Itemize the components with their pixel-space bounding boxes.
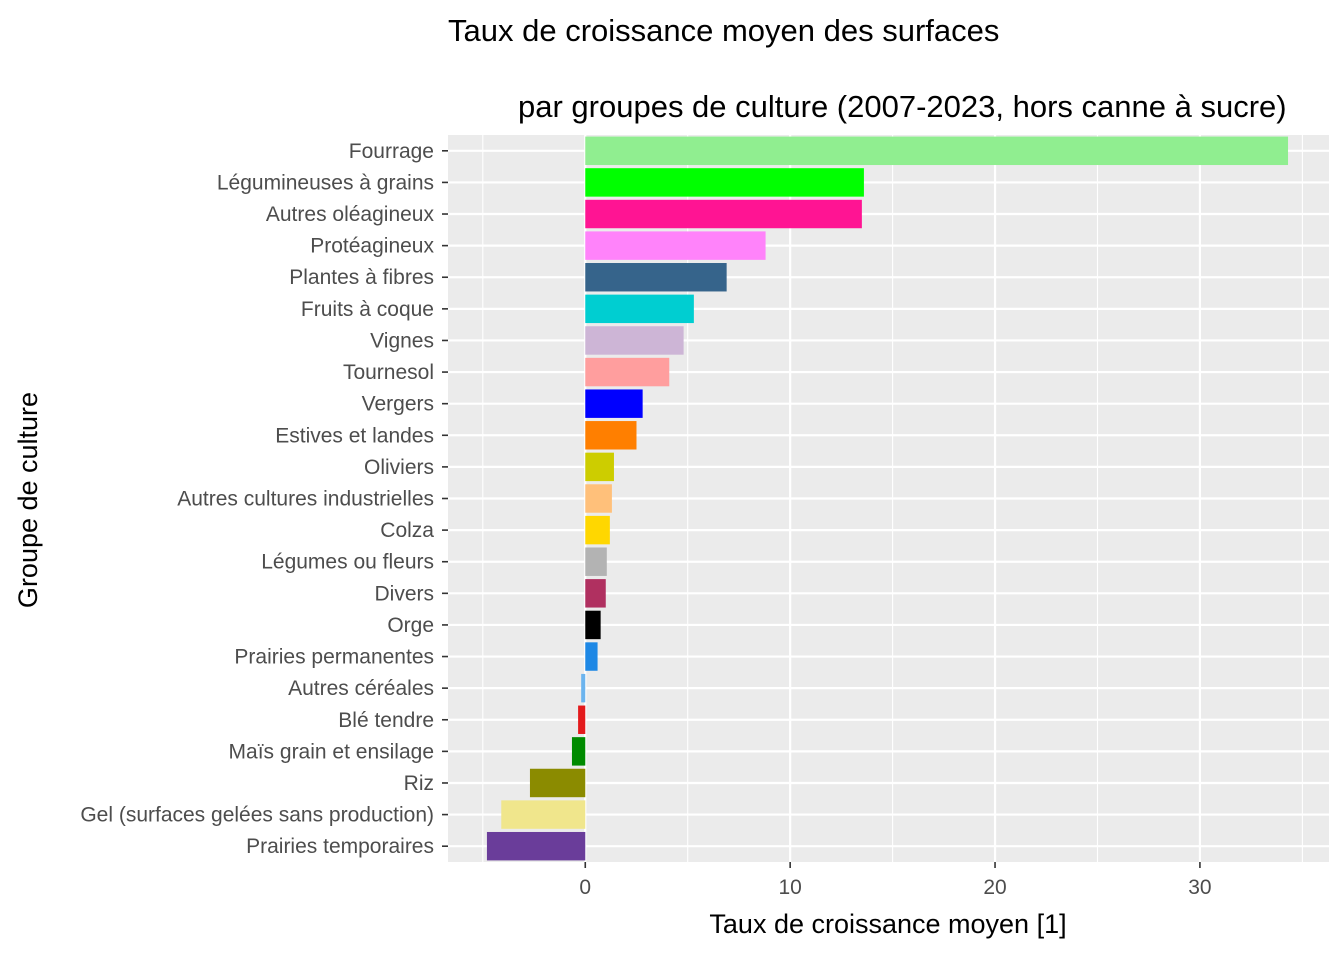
- y-tick-label: Fruits à coque: [301, 298, 434, 321]
- y-tick-label: Estives et landes: [275, 424, 434, 447]
- bar: [585, 610, 601, 640]
- y-tick-label: Tournesol: [343, 361, 434, 384]
- bar: [585, 547, 607, 576]
- bar: [585, 389, 643, 418]
- bar: [571, 737, 586, 766]
- bar: [585, 484, 612, 513]
- chart-title: Taux de croissance moyen des surfaces: [448, 13, 999, 48]
- bar: [585, 515, 610, 545]
- bar: [585, 294, 694, 324]
- y-tick-label: Vignes: [370, 329, 434, 352]
- chart-subtitle: par groupes de culture (2007-2023, hors …: [518, 89, 1287, 124]
- bar: [581, 673, 586, 703]
- y-tick-label: Orge: [387, 614, 434, 637]
- bar: [585, 579, 606, 608]
- bar: [529, 768, 586, 798]
- y-tick-label: Fourrage: [349, 140, 434, 163]
- y-tick-label: Légumineuses à grains: [217, 171, 434, 194]
- y-tick-label: Protéagineux: [310, 235, 434, 258]
- y-tick-label: Blé tendre: [338, 709, 434, 732]
- y-tick-label: Riz: [404, 772, 434, 795]
- y-axis: Fourrage Légumineuses à grains Autres oléa…: [80, 140, 448, 858]
- bar: [486, 831, 586, 861]
- y-tick-label: Divers: [374, 582, 434, 605]
- bar: [585, 357, 670, 387]
- y-tick-label: Colza: [380, 519, 434, 542]
- y-tick-label: Maïs grain et ensilage: [229, 740, 434, 763]
- bar: [585, 421, 637, 450]
- x-tick-label: 0: [579, 876, 591, 899]
- y-tick-label: Prairies temporaires: [246, 835, 434, 858]
- y-tick-label: Plantes à fibres: [289, 266, 434, 289]
- bars: [486, 136, 1289, 861]
- x-axis: 0 10 20 30: [579, 862, 1212, 899]
- y-tick-label: Autres céréales: [288, 677, 434, 700]
- bar: [585, 326, 684, 355]
- y-tick-label: Gel (surfaces gelées sans production): [80, 804, 434, 827]
- bar: [585, 136, 1289, 166]
- y-tick-label: Autres cultures industrielles: [177, 488, 434, 511]
- bar: [501, 800, 586, 829]
- bar: [578, 705, 586, 734]
- bar: [585, 168, 864, 197]
- bar: [585, 199, 862, 229]
- y-tick-label: Autres oléagineux: [266, 203, 435, 226]
- x-tick-label: 10: [778, 876, 801, 899]
- y-tick-label: Oliviers: [364, 456, 434, 479]
- bar: [585, 452, 614, 482]
- bar: [585, 642, 598, 671]
- bar: [585, 231, 766, 260]
- x-tick-label: 30: [1188, 876, 1211, 899]
- x-axis-title: Taux de croissance moyen [1]: [709, 909, 1066, 939]
- y-tick-label: Vergers: [362, 393, 434, 416]
- y-tick-label: Prairies permanentes: [234, 646, 434, 669]
- bar: [585, 263, 727, 292]
- x-tick-label: 20: [983, 876, 1006, 899]
- y-axis-title: Groupe de culture: [13, 392, 43, 608]
- y-tick-label: Légumes ou fleurs: [261, 551, 434, 574]
